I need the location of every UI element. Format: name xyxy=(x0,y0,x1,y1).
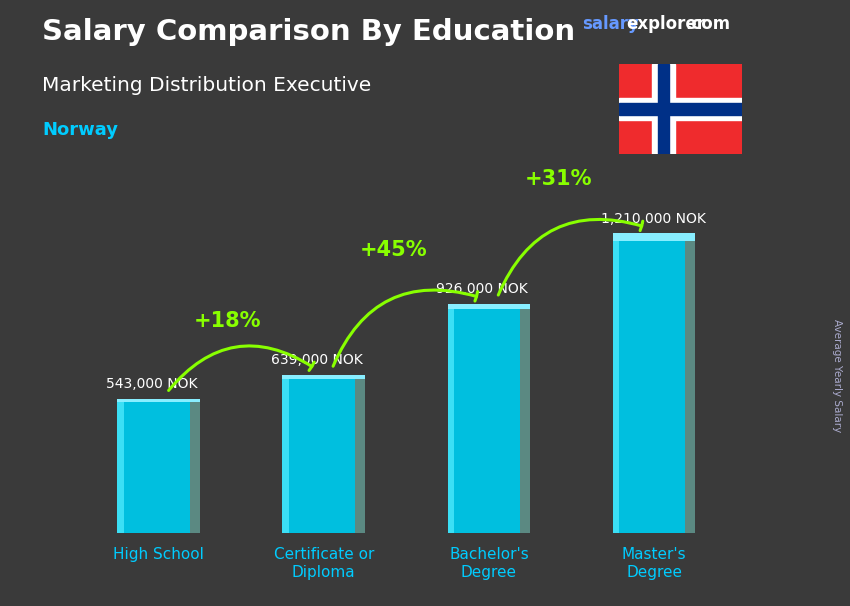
Bar xyxy=(448,304,530,309)
Text: Norway: Norway xyxy=(42,121,118,139)
Bar xyxy=(282,375,289,533)
Bar xyxy=(685,233,695,533)
Text: .com: .com xyxy=(685,15,730,33)
Bar xyxy=(619,104,742,115)
Text: 926,000 NOK: 926,000 NOK xyxy=(436,282,528,296)
Text: Average Yearly Salary: Average Yearly Salary xyxy=(832,319,842,432)
FancyBboxPatch shape xyxy=(282,375,365,533)
Text: 543,000 NOK: 543,000 NOK xyxy=(105,377,197,391)
Text: +45%: +45% xyxy=(360,239,427,259)
Text: 1,210,000 NOK: 1,210,000 NOK xyxy=(601,211,706,225)
Bar xyxy=(355,375,365,533)
Bar xyxy=(613,233,620,533)
Text: 639,000 NOK: 639,000 NOK xyxy=(271,353,363,367)
Text: +31%: +31% xyxy=(524,169,592,189)
Bar xyxy=(653,64,675,154)
Bar xyxy=(619,98,742,120)
FancyBboxPatch shape xyxy=(613,233,695,533)
Bar xyxy=(448,304,454,533)
Text: explorer: explorer xyxy=(626,15,706,33)
Bar xyxy=(190,399,200,533)
Bar xyxy=(520,304,530,533)
FancyBboxPatch shape xyxy=(117,399,200,533)
Bar xyxy=(117,399,124,533)
Bar xyxy=(117,399,200,402)
Text: +18%: +18% xyxy=(194,311,262,331)
Bar xyxy=(613,233,695,241)
Text: Marketing Distribution Executive: Marketing Distribution Executive xyxy=(42,76,371,95)
Bar xyxy=(282,375,365,379)
Text: salary: salary xyxy=(582,15,639,33)
Text: Salary Comparison By Education: Salary Comparison By Education xyxy=(42,18,575,46)
Bar xyxy=(658,64,669,154)
FancyBboxPatch shape xyxy=(448,304,530,533)
